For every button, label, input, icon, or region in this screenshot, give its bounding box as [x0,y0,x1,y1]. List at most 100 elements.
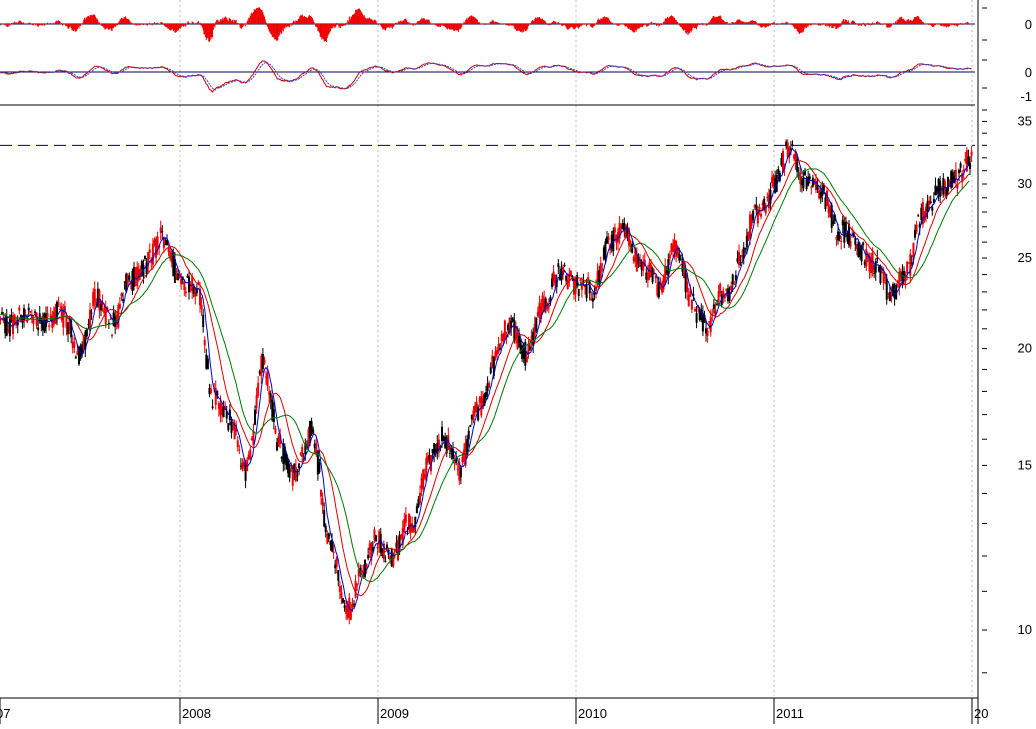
candle-body [54,307,57,324]
candle [529,339,532,351]
candle-body [384,560,387,562]
candle [969,155,972,176]
candle [840,236,843,250]
candle-body [744,248,747,250]
candle-body [29,311,32,313]
candle-body [863,261,866,265]
candle-body [646,272,649,281]
candle [767,188,770,212]
candle-body [793,154,796,159]
candle-body [521,345,524,359]
candle-body [738,251,741,266]
candle-body [822,185,825,192]
candle [81,341,84,358]
candle [541,292,544,315]
candle-body [640,262,643,270]
candle-body [965,150,968,172]
candle [719,282,722,297]
candle-body [621,223,624,230]
candle [568,267,571,287]
candle-body [426,456,429,463]
candle [395,535,398,554]
candle [756,205,759,228]
candle-body [277,435,280,447]
candle-body [150,260,153,264]
candle-body [404,514,407,523]
candle-body [441,426,444,442]
candle-body [698,308,701,320]
candle-body [155,238,158,258]
candle-body [752,210,755,221]
candle-body [434,449,437,453]
candle-body [368,543,371,550]
candle-body [805,177,808,189]
candle [376,543,379,556]
candle [684,265,687,299]
candle-body [170,250,173,263]
candle [725,288,728,297]
candle-body [766,197,769,199]
candle [654,274,657,284]
candle [491,349,494,369]
x-tick-label: 2011 [776,706,804,721]
candle-body [686,281,689,293]
candle-body [387,549,390,555]
candle [93,281,96,311]
candle-body [299,453,302,455]
candle-body [56,301,59,320]
candle [499,342,502,351]
candle [169,247,172,262]
candle-body [687,294,690,307]
candle-body [294,466,297,482]
candle-body [533,324,536,339]
candle-body [18,307,21,311]
candle [925,203,928,223]
candle-body [477,407,480,421]
candle [664,258,667,286]
candle [687,287,690,307]
candle [591,292,594,309]
candle [316,450,319,481]
candle [148,243,151,260]
candle [370,541,373,566]
candle-body [283,446,286,463]
candle-body [191,276,194,292]
candle-body [45,313,48,327]
candle [129,281,132,290]
candle-body [802,177,805,189]
candle-body [788,146,791,158]
candle [354,574,357,599]
candle-body [235,427,238,432]
candle-body [485,392,488,397]
candle-body [177,273,180,281]
candle [887,292,890,299]
candle-body [59,308,62,310]
candle-body [739,261,742,263]
candle-body [488,382,491,388]
x-tick-label: 2010 [578,706,607,721]
candle-body [244,463,247,481]
candle-body [7,329,10,332]
candle [562,264,565,280]
candle [257,376,260,399]
candle [189,281,192,293]
candle [855,243,858,256]
candle-body [365,564,368,568]
candle [4,313,7,339]
candle [488,380,491,389]
candle [445,435,448,458]
candle [819,184,822,204]
candle-body [68,318,71,330]
candle-body [52,311,55,325]
x-tick-label: 20 [974,706,988,721]
candle [367,547,370,561]
candle-body [433,443,436,455]
candle-body [423,474,426,478]
candle [618,216,621,245]
candle-body [920,207,923,221]
candle-body [730,285,733,291]
candle [805,175,808,192]
candle [744,247,747,253]
candle-body [92,292,95,307]
candle-body [444,436,447,449]
